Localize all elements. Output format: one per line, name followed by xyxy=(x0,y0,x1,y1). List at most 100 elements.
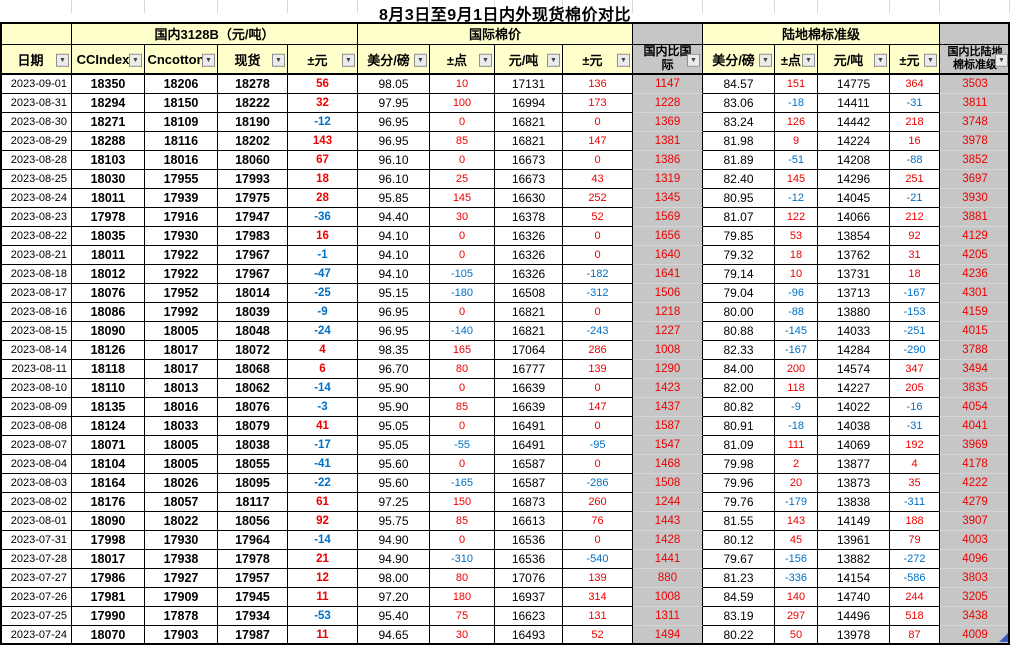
cell-intl-change-points[interactable]: 180 xyxy=(430,588,495,607)
cell-spot-change[interactable]: -25 xyxy=(288,284,358,303)
cell-spot-price[interactable]: 17934 xyxy=(218,607,288,626)
cell-upland-change-points[interactable]: -18 xyxy=(775,417,818,436)
cell-intl-change-yuan[interactable]: -540 xyxy=(563,550,633,569)
cell-cncotton[interactable]: 18116 xyxy=(145,132,218,151)
cell-date[interactable]: 2023-08-30 xyxy=(0,113,72,132)
cell-cncotton[interactable]: 18057 xyxy=(145,493,218,512)
cell-cncotton[interactable]: 18017 xyxy=(145,360,218,379)
cell-spot-change[interactable]: 92 xyxy=(288,512,358,531)
cell-upland-cents-per-pound[interactable]: 79.98 xyxy=(703,455,775,474)
cell-upland-cents-per-pound[interactable]: 83.06 xyxy=(703,94,775,113)
filter-dropdown-icon[interactable]: ▼ xyxy=(202,53,215,67)
cell-spot-change[interactable]: 56 xyxy=(288,75,358,94)
cell-upland-change-yuan[interactable]: -290 xyxy=(890,341,940,360)
cell-intl-yuan-per-ton[interactable]: 16639 xyxy=(495,398,563,417)
cell-spot-change[interactable]: 11 xyxy=(288,626,358,645)
cell-upland-cents-per-pound[interactable]: 79.14 xyxy=(703,265,775,284)
cell-ccindex[interactable]: 18103 xyxy=(72,151,145,170)
cell-upland-change-yuan[interactable]: 212 xyxy=(890,208,940,227)
cell-upland-change-yuan[interactable]: 205 xyxy=(890,379,940,398)
cell-date[interactable]: 2023-08-18 xyxy=(0,265,72,284)
cell-cncotton[interactable]: 18005 xyxy=(145,322,218,341)
cell-upland-change-points[interactable]: -51 xyxy=(775,151,818,170)
cell-date[interactable]: 2023-08-25 xyxy=(0,170,72,189)
cell-domestic-vs-intl[interactable]: 1641 xyxy=(633,265,703,284)
filter-dropdown-icon[interactable]: ▼ xyxy=(924,53,937,67)
cell-domestic-vs-upland[interactable]: 3969 xyxy=(940,436,1010,455)
cell-date[interactable]: 2023-08-14 xyxy=(0,341,72,360)
cell-domestic-vs-upland[interactable]: 4222 xyxy=(940,474,1010,493)
cell-intl-yuan-per-ton[interactable]: 16639 xyxy=(495,379,563,398)
cell-intl-cents-per-pound[interactable]: 95.05 xyxy=(358,436,430,455)
cell-intl-change-points[interactable]: 0 xyxy=(430,113,495,132)
cell-spot-price[interactable]: 17993 xyxy=(218,170,288,189)
cell-cncotton[interactable]: 17955 xyxy=(145,170,218,189)
cell-cncotton[interactable]: 17939 xyxy=(145,189,218,208)
cell-upland-change-points[interactable]: 53 xyxy=(775,227,818,246)
filter-dropdown-icon[interactable]: ▼ xyxy=(414,53,427,67)
cell-upland-change-points[interactable]: -12 xyxy=(775,189,818,208)
cell-spot-price[interactable]: 17947 xyxy=(218,208,288,227)
column-header-intl-change-yuan[interactable]: ±元 ▼ xyxy=(563,45,633,75)
cell-intl-change-points[interactable]: 30 xyxy=(430,208,495,227)
cell-domestic-vs-upland[interactable]: 3748 xyxy=(940,113,1010,132)
cell-ccindex[interactable]: 17986 xyxy=(72,569,145,588)
cell-cncotton[interactable]: 17927 xyxy=(145,569,218,588)
cell-spot-price[interactable]: 18072 xyxy=(218,341,288,360)
cell-ccindex[interactable]: 18126 xyxy=(72,341,145,360)
cell-intl-cents-per-pound[interactable]: 97.20 xyxy=(358,588,430,607)
cell-cncotton[interactable]: 18026 xyxy=(145,474,218,493)
cell-intl-cents-per-pound[interactable]: 97.95 xyxy=(358,94,430,113)
filter-dropdown-icon[interactable]: ▼ xyxy=(759,53,772,67)
cell-intl-change-yuan[interactable]: 0 xyxy=(563,227,633,246)
cell-cncotton[interactable]: 17952 xyxy=(145,284,218,303)
cell-intl-yuan-per-ton[interactable]: 17064 xyxy=(495,341,563,360)
cell-intl-change-points[interactable]: 85 xyxy=(430,398,495,417)
cell-intl-yuan-per-ton[interactable]: 16326 xyxy=(495,265,563,284)
cell-upland-yuan-per-ton[interactable]: 13880 xyxy=(818,303,890,322)
cell-intl-yuan-per-ton[interactable]: 16623 xyxy=(495,607,563,626)
cell-cncotton[interactable]: 17938 xyxy=(145,550,218,569)
cell-spot-price[interactable]: 17967 xyxy=(218,246,288,265)
cell-upland-change-yuan[interactable]: -16 xyxy=(890,398,940,417)
cell-spot-price[interactable]: 18062 xyxy=(218,379,288,398)
cell-intl-yuan-per-ton[interactable]: 17131 xyxy=(495,75,563,94)
cell-spot-price[interactable]: 17964 xyxy=(218,531,288,550)
cell-intl-cents-per-pound[interactable]: 94.10 xyxy=(358,246,430,265)
cell-upland-yuan-per-ton[interactable]: 13854 xyxy=(818,227,890,246)
cell-upland-change-yuan[interactable]: 79 xyxy=(890,531,940,550)
cell-intl-change-yuan[interactable]: 0 xyxy=(563,151,633,170)
cell-intl-change-yuan[interactable]: 139 xyxy=(563,360,633,379)
cell-intl-change-yuan[interactable]: -286 xyxy=(563,474,633,493)
cell-upland-change-points[interactable]: 45 xyxy=(775,531,818,550)
cell-domestic-vs-upland[interactable]: 3835 xyxy=(940,379,1010,398)
cell-upland-change-yuan[interactable]: 92 xyxy=(890,227,940,246)
cell-date[interactable]: 2023-08-17 xyxy=(0,284,72,303)
cell-date[interactable]: 2023-07-31 xyxy=(0,531,72,550)
cell-upland-cents-per-pound[interactable]: 83.24 xyxy=(703,113,775,132)
cell-spot-price[interactable]: 18095 xyxy=(218,474,288,493)
cell-upland-change-points[interactable]: 126 xyxy=(775,113,818,132)
cell-upland-change-points[interactable]: -179 xyxy=(775,493,818,512)
cell-upland-change-points[interactable]: 20 xyxy=(775,474,818,493)
group-header-blank[interactable] xyxy=(633,22,703,45)
cell-intl-cents-per-pound[interactable]: 95.40 xyxy=(358,607,430,626)
cell-upland-yuan-per-ton[interactable]: 14227 xyxy=(818,379,890,398)
cell-upland-yuan-per-ton[interactable]: 14069 xyxy=(818,436,890,455)
cell-upland-change-yuan[interactable]: -88 xyxy=(890,151,940,170)
cell-intl-yuan-per-ton[interactable]: 16491 xyxy=(495,417,563,436)
cell-intl-change-points[interactable]: 75 xyxy=(430,607,495,626)
cell-domestic-vs-intl[interactable]: 1441 xyxy=(633,550,703,569)
cell-upland-cents-per-pound[interactable]: 80.91 xyxy=(703,417,775,436)
cell-domestic-vs-upland[interactable]: 4003 xyxy=(940,531,1010,550)
cell-intl-cents-per-pound[interactable]: 94.65 xyxy=(358,626,430,645)
cell-date[interactable]: 2023-08-16 xyxy=(0,303,72,322)
cell-upland-change-yuan[interactable]: 16 xyxy=(890,132,940,151)
cell-upland-cents-per-pound[interactable]: 79.04 xyxy=(703,284,775,303)
cell-intl-change-points[interactable]: 30 xyxy=(430,626,495,645)
cell-date[interactable]: 2023-07-27 xyxy=(0,569,72,588)
cell-intl-change-yuan[interactable]: 0 xyxy=(563,455,633,474)
cell-intl-cents-per-pound[interactable]: 96.10 xyxy=(358,170,430,189)
cell-ccindex[interactable]: 18294 xyxy=(72,94,145,113)
cell-upland-change-yuan[interactable]: 518 xyxy=(890,607,940,626)
